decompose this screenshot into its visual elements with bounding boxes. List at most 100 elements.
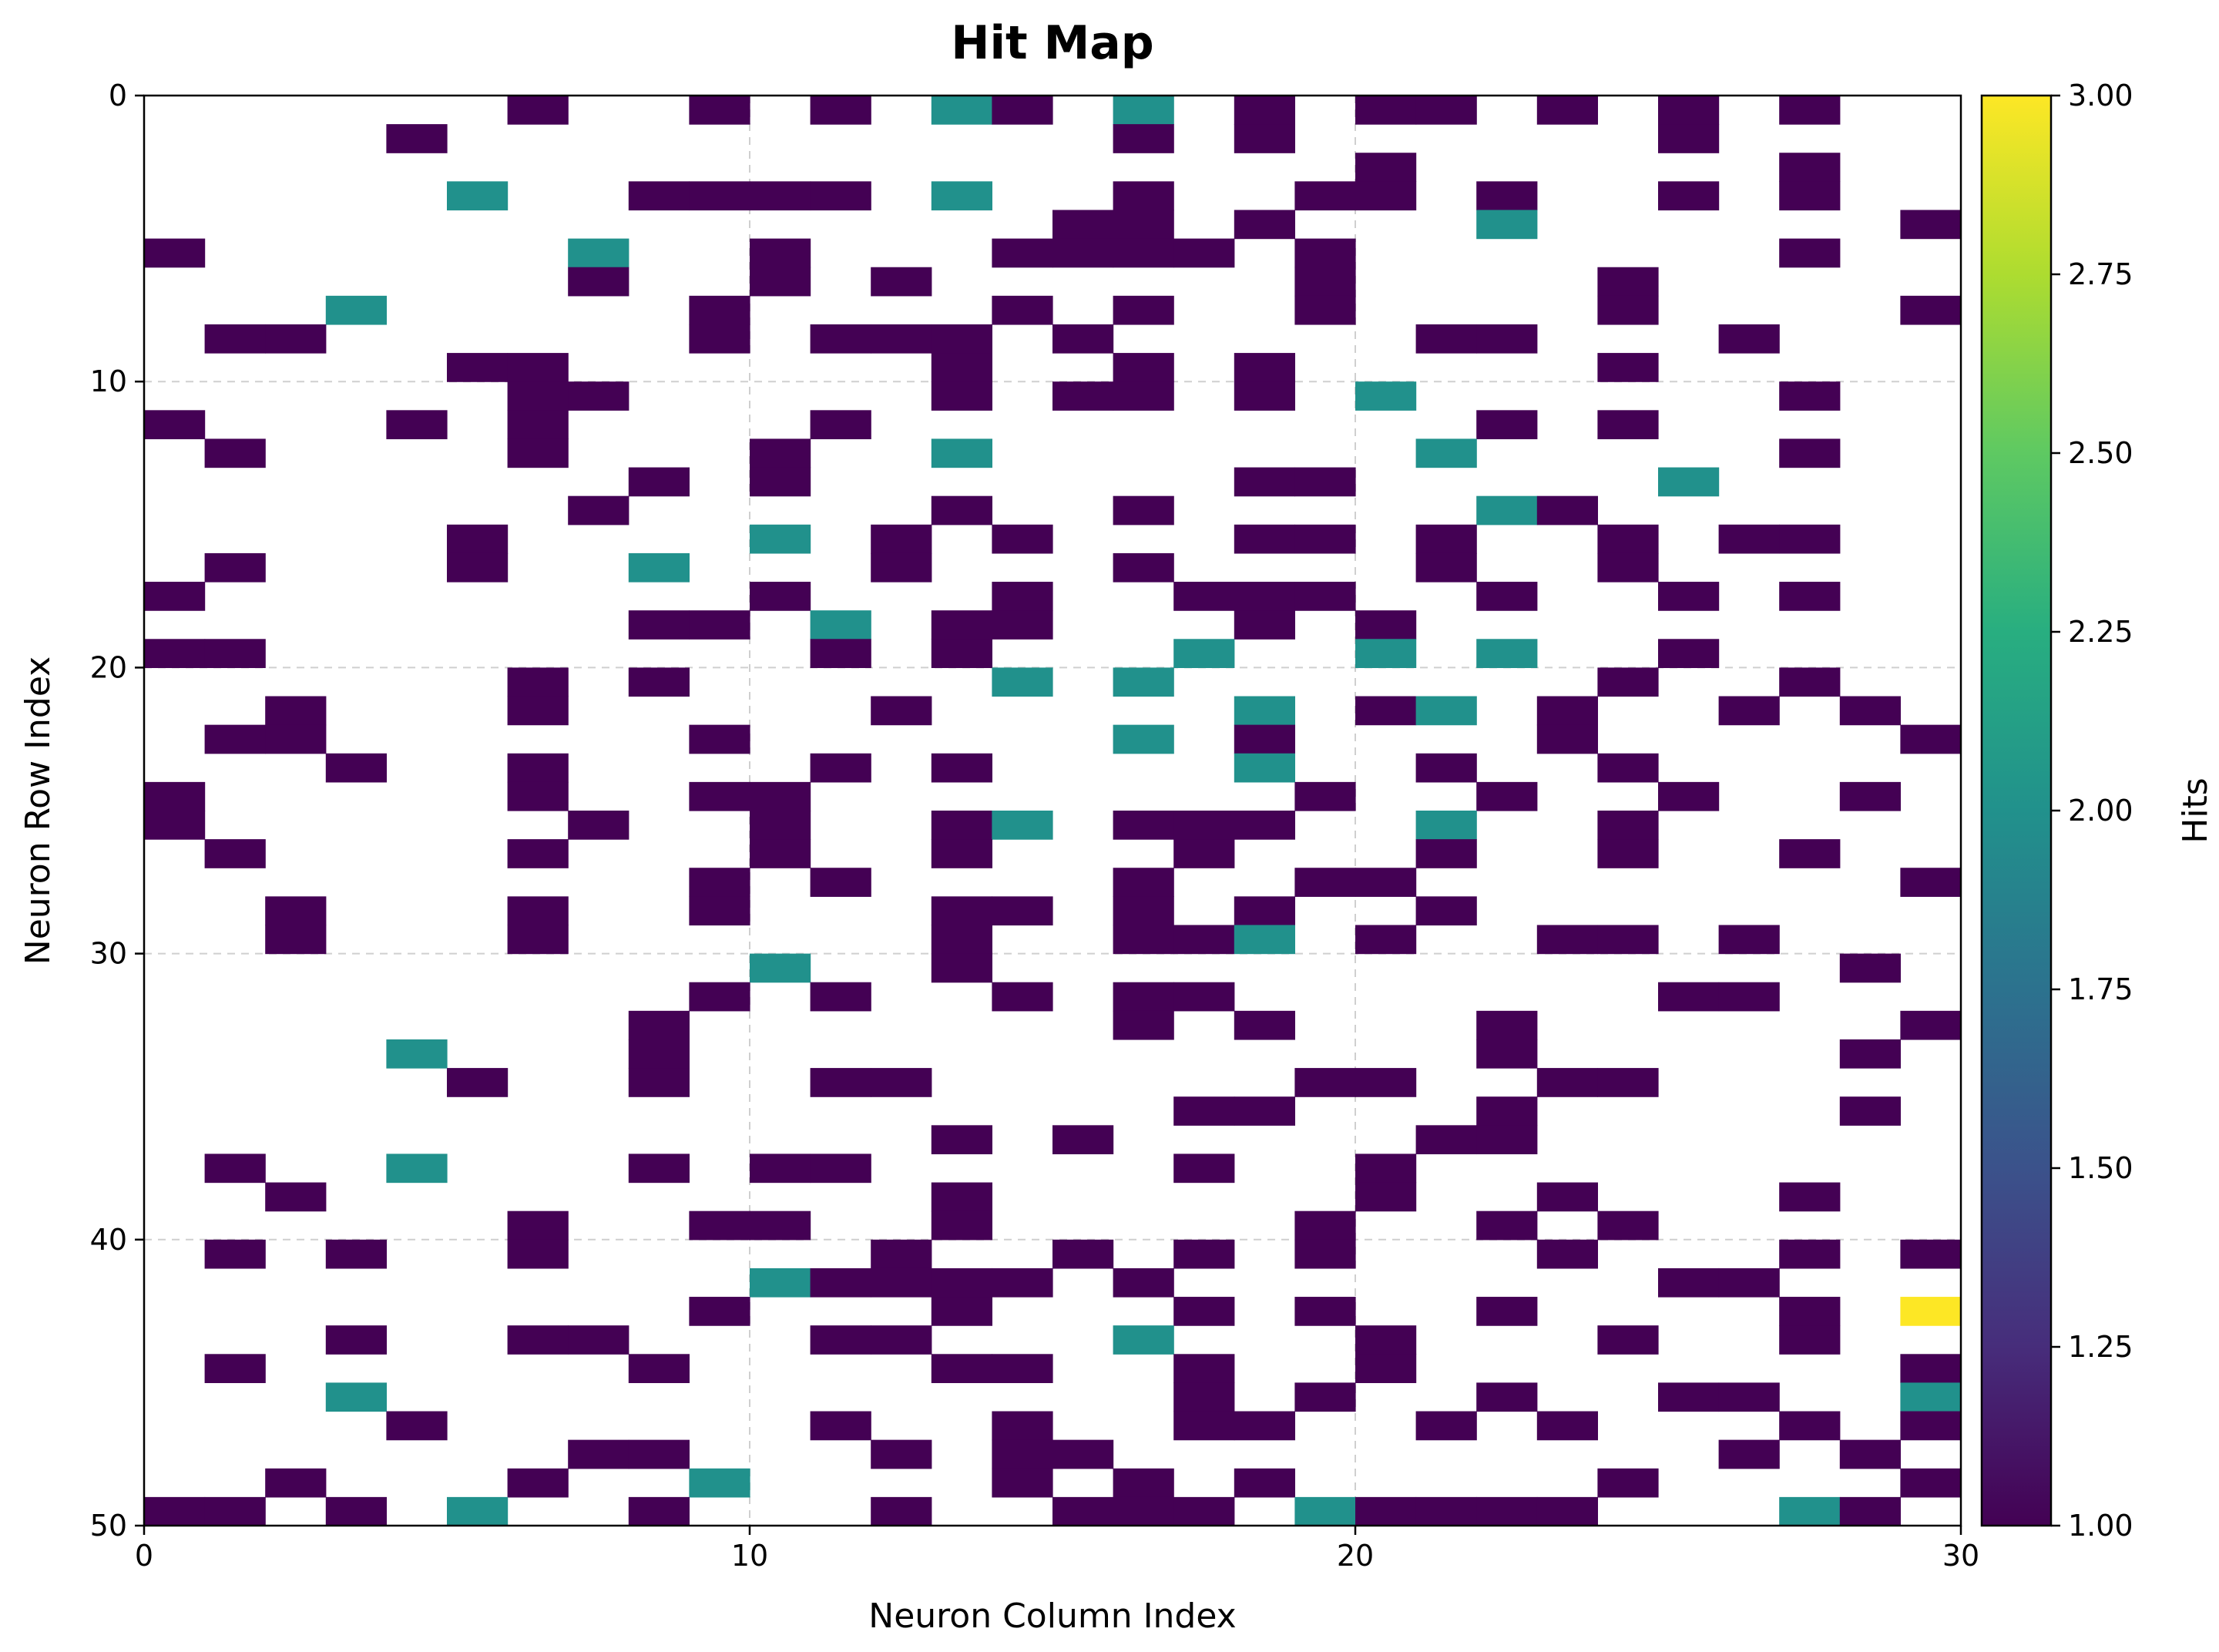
heatmap-cell: [204, 1239, 266, 1269]
heatmap-cell: [689, 896, 750, 926]
heatmap-cell: [265, 1468, 327, 1498]
heatmap-cell: [144, 781, 206, 811]
heatmap-cell: [871, 267, 932, 297]
heatmap-cell: [1779, 438, 1841, 468]
heatmap-cell: [810, 868, 871, 897]
heatmap-cell: [447, 524, 509, 554]
heatmap-cell: [1536, 696, 1598, 726]
y-tick-label: 0: [109, 79, 127, 112]
colorbar-tick-label: 2.50: [2068, 436, 2133, 470]
heatmap-cell: [1294, 781, 1356, 811]
colorbar-tick-label: 1.25: [2068, 1330, 2133, 1364]
heatmap-cell: [871, 696, 932, 726]
heatmap-cell: [1779, 582, 1841, 611]
heatmap-cell: [386, 1153, 448, 1184]
heatmap-cell: [1113, 210, 1174, 240]
heatmap-cell: [1597, 925, 1659, 955]
heatmap-cell: [1113, 495, 1174, 525]
heatmap-cell: [1052, 210, 1114, 240]
heatmap-cell: [992, 610, 1053, 640]
heatmap-cell: [1415, 1496, 1477, 1526]
heatmap-cell: [689, 324, 750, 354]
heatmap-cell: [628, 1496, 690, 1526]
heatmap-cell: [1718, 925, 1780, 955]
heatmap-cell: [1900, 1468, 1962, 1498]
heatmap-cell: [1234, 96, 1295, 125]
heatmap-cell: [1113, 552, 1174, 583]
heatmap-cell: [689, 181, 750, 211]
heatmap-cell: [871, 1239, 932, 1269]
heatmap-cell: [507, 781, 569, 811]
heatmap-cell: [1294, 1068, 1356, 1097]
heatmap-cell: [1355, 153, 1417, 182]
heatmap-cell: [325, 1325, 387, 1355]
heatmap-cell: [1536, 1239, 1598, 1269]
heatmap-cell: [265, 896, 327, 926]
heatmap-cell: [1294, 1382, 1356, 1412]
heatmap-cell: [810, 610, 871, 640]
heatmap-cell: [447, 552, 509, 583]
heatmap-cell: [1052, 324, 1114, 354]
heatmap-cell: [750, 1210, 811, 1241]
heatmap-cell: [1234, 582, 1295, 611]
heatmap-cell: [1415, 1411, 1477, 1441]
heatmap-cell: [1476, 1297, 1538, 1326]
heatmap-cell: [1234, 1468, 1295, 1498]
heatmap-cell: [871, 1068, 932, 1097]
heatmap-cell: [931, 811, 992, 840]
heatmap-cell: [1113, 811, 1174, 840]
heatmap-cell: [507, 753, 569, 783]
heatmap-cell: [1658, 781, 1720, 811]
heatmap-cell: [1234, 467, 1295, 497]
heatmap-cell: [810, 1153, 871, 1184]
heatmap-cell: [1355, 1068, 1417, 1097]
heatmap-cell: [204, 639, 266, 668]
heatmap-cell: [931, 353, 992, 382]
heatmap-cell: [628, 1068, 690, 1097]
heatmap-cell: [1476, 639, 1538, 668]
y-tick-label: 50: [90, 1509, 127, 1543]
heatmap-cell: [1779, 1411, 1841, 1441]
heatmap-cell: [447, 1068, 509, 1097]
heatmap-cell: [931, 495, 992, 525]
heatmap-cell: [1113, 181, 1174, 211]
heatmap-cell: [1718, 524, 1780, 554]
heatmap-cell: [1536, 1182, 1598, 1212]
heatmap-cell: [992, 96, 1053, 125]
colorbar-tick-label: 3.00: [2068, 79, 2133, 112]
heatmap-cell: [992, 295, 1053, 325]
heatmap-cell: [1113, 667, 1174, 697]
heatmap-cell: [810, 639, 871, 668]
heatmap-cell: [265, 925, 327, 955]
heatmap-cell: [992, 896, 1053, 926]
heatmap-cell: [1779, 839, 1841, 868]
heatmap-cell: [1597, 1210, 1659, 1241]
heatmap-cell: [1597, 1068, 1659, 1097]
heatmap-cell: [1900, 210, 1962, 240]
heatmap-cell: [1900, 868, 1962, 897]
heatmap-cell: [1900, 1354, 1962, 1383]
heatmap-cell: [1779, 1239, 1841, 1269]
heatmap-cell: [204, 438, 266, 468]
heatmap-cell: [931, 1268, 992, 1298]
heatmap-cell: [931, 96, 992, 125]
heatmap-cell: [931, 925, 992, 955]
heatmap-cell: [628, 181, 690, 211]
heatmap-cell: [568, 267, 629, 297]
heatmap-cell: [750, 953, 811, 983]
heatmap-cell: [1173, 1297, 1235, 1326]
heatmap-cell: [931, 324, 992, 354]
heatmap-cell: [750, 438, 811, 468]
heatmap-cell: [204, 839, 266, 868]
heatmap-cell: [507, 1239, 569, 1269]
heatmap-cell: [689, 1468, 750, 1498]
heatmap-cell: [507, 839, 569, 868]
heatmap-cell: [1597, 1325, 1659, 1355]
heatmap-cell: [1900, 1297, 1962, 1326]
heatmap-cell: [992, 238, 1053, 268]
heatmap-cell: [1476, 1096, 1538, 1126]
heatmap-cell: [1113, 982, 1174, 1012]
heatmap-cell: [1113, 1010, 1174, 1040]
